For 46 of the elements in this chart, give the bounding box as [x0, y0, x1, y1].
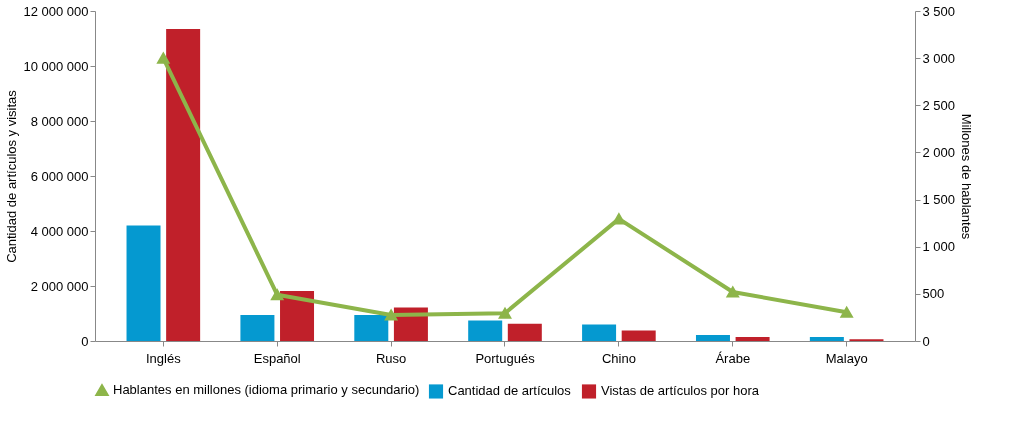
x-tick-label: Chino [601, 350, 636, 366]
bar [280, 290, 315, 341]
point [726, 286, 740, 298]
y-tick-label: 2 000 000 [30, 278, 89, 294]
bar [468, 320, 503, 341]
x-tick-label: Portugués [475, 350, 536, 366]
legend-label: Hablantes en millones (idioma primario y secundario) [113, 382, 420, 397]
y-tick-label: 4 000 000 [30, 223, 89, 239]
x-tick-label: Inglés [145, 350, 182, 366]
point [498, 307, 512, 319]
x-tick-label: Español [253, 350, 301, 366]
x-tick-label: Árabe [715, 350, 751, 366]
bar [240, 314, 275, 341]
y-tick-label: 12 000 000 [23, 3, 89, 19]
bar [354, 314, 389, 341]
point [384, 309, 398, 321]
y-tick-label: 10 000 000 [23, 58, 89, 74]
y2-tick-label: 3 000 [922, 50, 956, 66]
point [612, 213, 626, 225]
y2-tick-label: 0 [922, 333, 930, 349]
y2-tick-label: 3 500 [922, 3, 956, 19]
x-tick-label: Malayo [825, 350, 868, 366]
x-tick-label: Ruso [375, 350, 407, 366]
point [840, 306, 853, 318]
point [270, 289, 284, 301]
y2-tick-label: 1 000 [922, 239, 956, 255]
y2-axis-title: Millones de hablantes [959, 113, 975, 240]
y-tick-label: 0 [81, 333, 89, 349]
y-axis-title: Cantidad de artículos y visitas [4, 89, 20, 263]
y-tick-label: 8 000 000 [30, 113, 89, 129]
bar [582, 324, 617, 341]
bar [621, 330, 656, 341]
y2-tick-label: 2 000 [922, 144, 956, 160]
legend-label: Cantidad de artículos [448, 383, 572, 399]
bar [809, 336, 844, 341]
bar [166, 28, 201, 341]
y-tick-label: 6 000 000 [30, 168, 89, 184]
y2-tick-label: 1 500 [922, 192, 956, 208]
y2-tick-label: 500 [922, 286, 945, 302]
bar [126, 225, 161, 341]
bar [507, 323, 542, 341]
bar [735, 336, 770, 341]
bar [695, 334, 730, 341]
y2-tick-label: 2 500 [922, 97, 956, 113]
point [157, 52, 170, 64]
legend-label: Vistas de artículos por hora [601, 383, 760, 399]
